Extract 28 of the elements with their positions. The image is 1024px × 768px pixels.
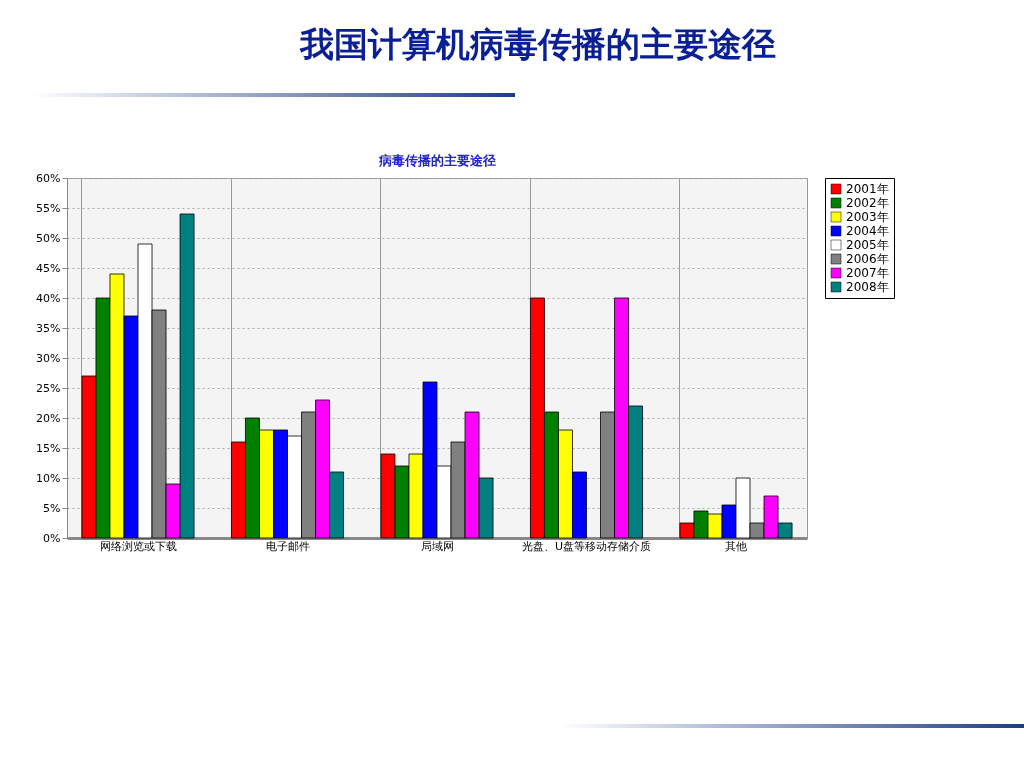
legend-label: 2008年	[846, 280, 889, 294]
y-tick-label: 20%	[36, 411, 61, 425]
legend-label: 2006年	[846, 252, 889, 266]
x-tick-label: 局域网	[420, 539, 454, 553]
chart-title: 我国计算机病毒传播的主要途径	[300, 23, 776, 66]
chart-subtitle: 病毒传播的主要途径	[377, 153, 496, 168]
y-tick-label: 55%	[36, 201, 61, 215]
legend-label: 2001年	[846, 182, 889, 196]
y-tick-label: 15%	[36, 441, 61, 455]
y-tick-label: 60%	[36, 171, 61, 185]
y-tick-label: 25%	[36, 381, 61, 395]
x-tick-label: 电子邮件	[265, 539, 310, 553]
x-tick-label: 网络浏览或下载	[99, 539, 177, 553]
legend-label: 2005年	[846, 238, 889, 252]
y-tick-label: 10%	[36, 471, 61, 485]
y-tick-label: 35%	[36, 321, 61, 335]
x-tick-label: 光盘、U盘等移动存储介质	[521, 539, 652, 553]
legend-label: 2003年	[846, 210, 889, 224]
legend-label: 2002年	[846, 196, 889, 210]
legend-label: 2004年	[846, 224, 889, 238]
legend-label: 2007年	[846, 266, 889, 280]
y-tick-label: 45%	[36, 261, 61, 275]
y-tick-label: 50%	[36, 231, 61, 245]
y-tick-label: 40%	[36, 291, 61, 305]
x-tick-label: 其他	[724, 539, 747, 553]
y-tick-label: 0%	[43, 531, 61, 545]
y-tick-label: 5%	[43, 501, 61, 515]
y-tick-label: 30%	[36, 351, 61, 365]
